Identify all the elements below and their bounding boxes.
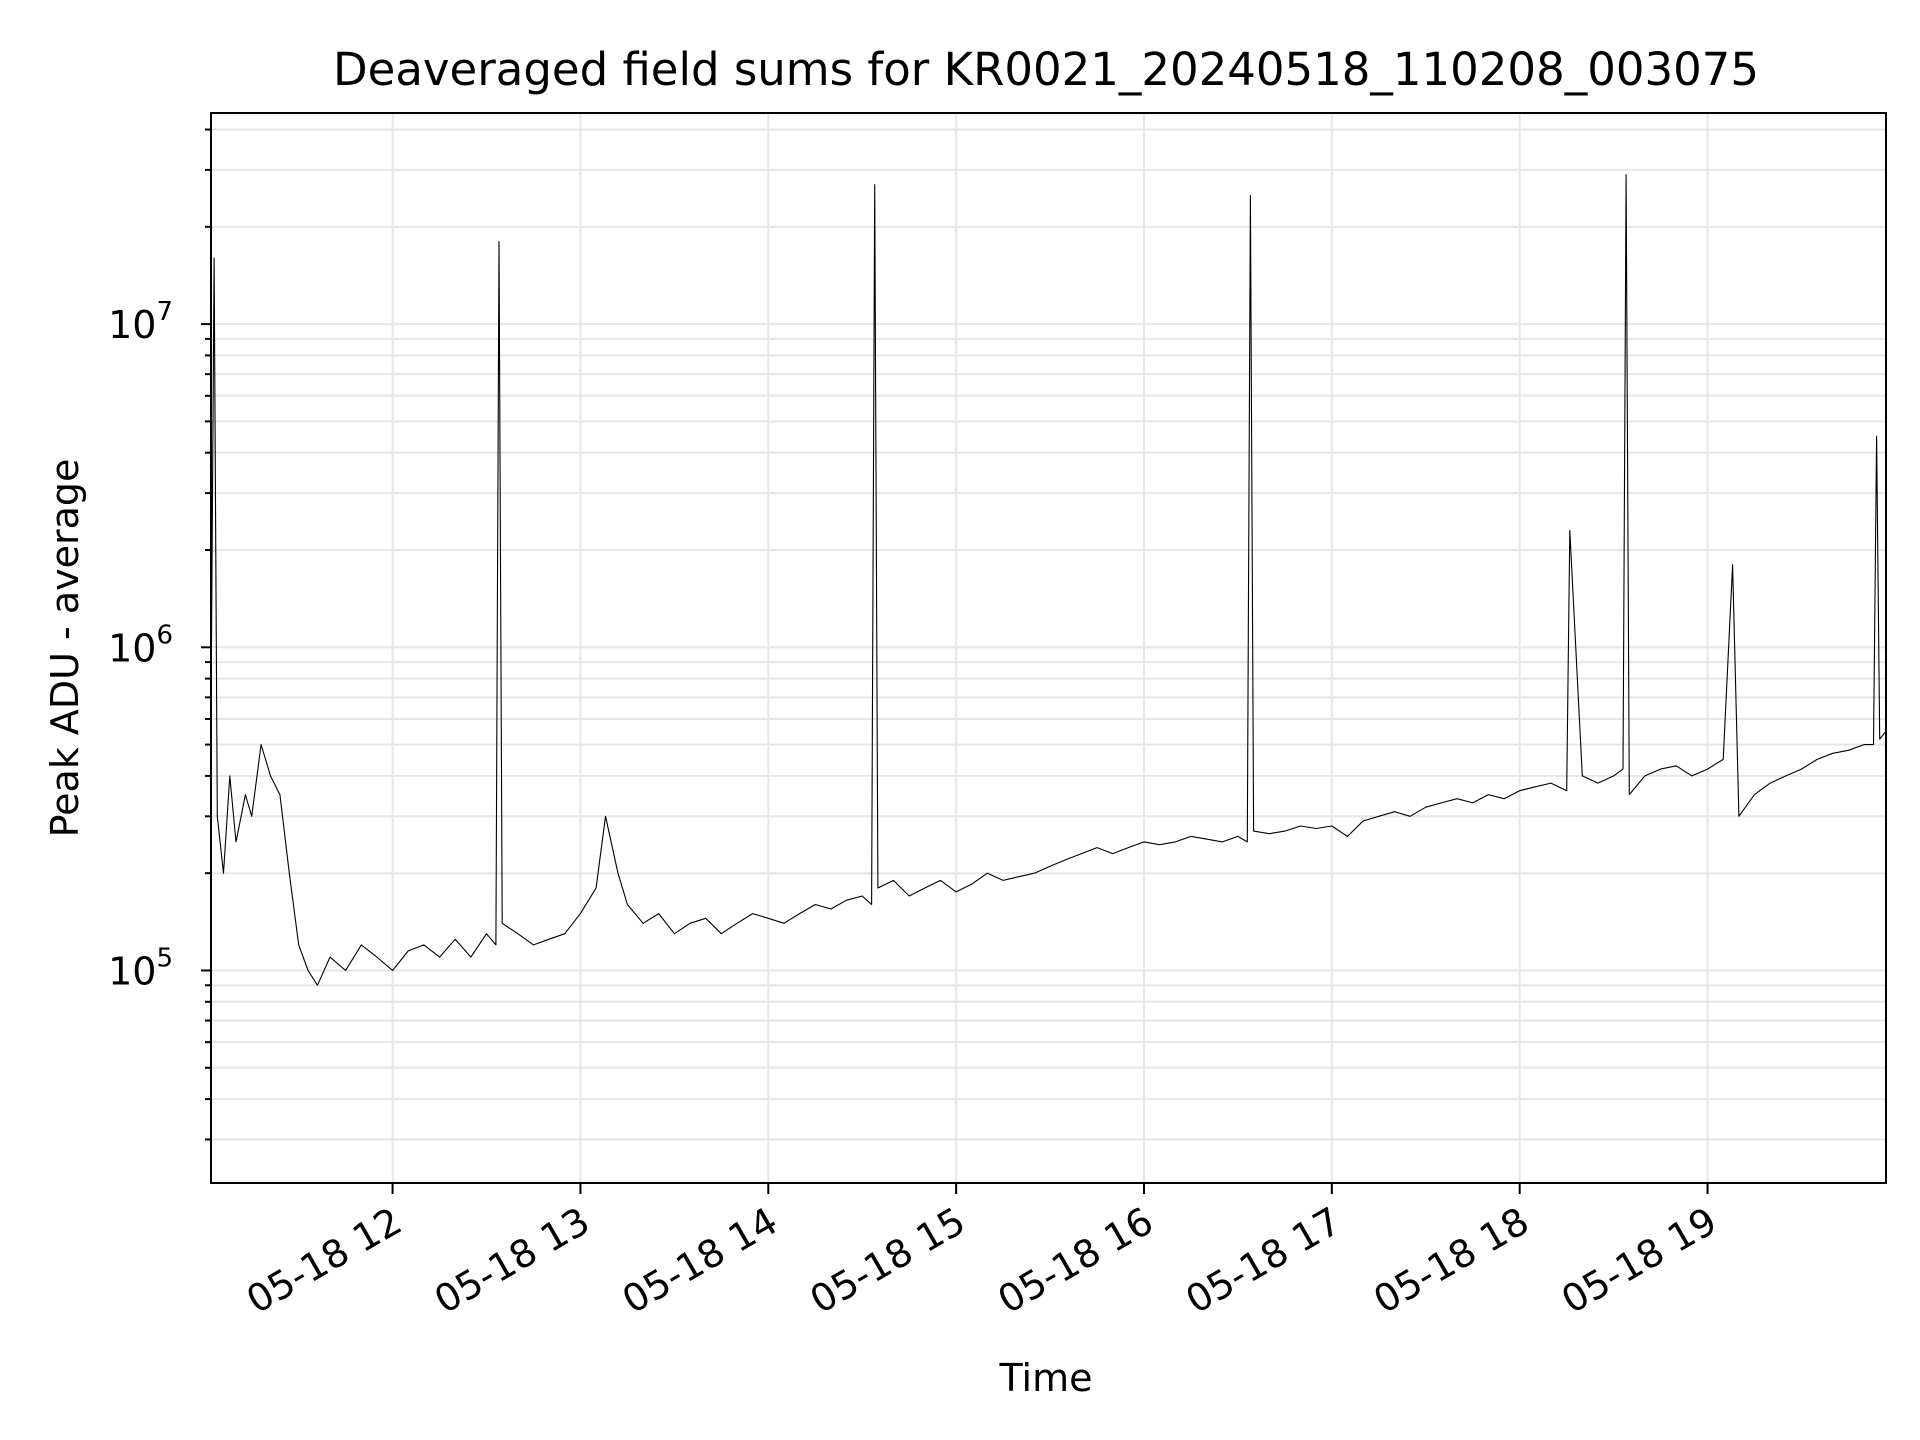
y-tick-base: 10 <box>108 949 156 993</box>
y-axis-label: Peak ADU - average <box>43 459 87 838</box>
y-tick-exponent: 5 <box>156 943 173 973</box>
y-tick-label: 106 <box>108 620 173 670</box>
y-tick-exponent: 6 <box>156 620 173 650</box>
y-tick-exponent: 7 <box>156 297 173 327</box>
y-tick-label: 107 <box>108 297 173 347</box>
y-tick-base: 10 <box>108 303 156 347</box>
y-tick-label: 105 <box>108 943 173 993</box>
grid-lines <box>211 113 1886 1183</box>
chart-title: Deaveraged field sums for KR0021_2024051… <box>333 43 1759 96</box>
x-axis-label: Time <box>999 1356 1093 1400</box>
series-line <box>210 174 1887 986</box>
y-tick-base: 10 <box>108 626 156 670</box>
